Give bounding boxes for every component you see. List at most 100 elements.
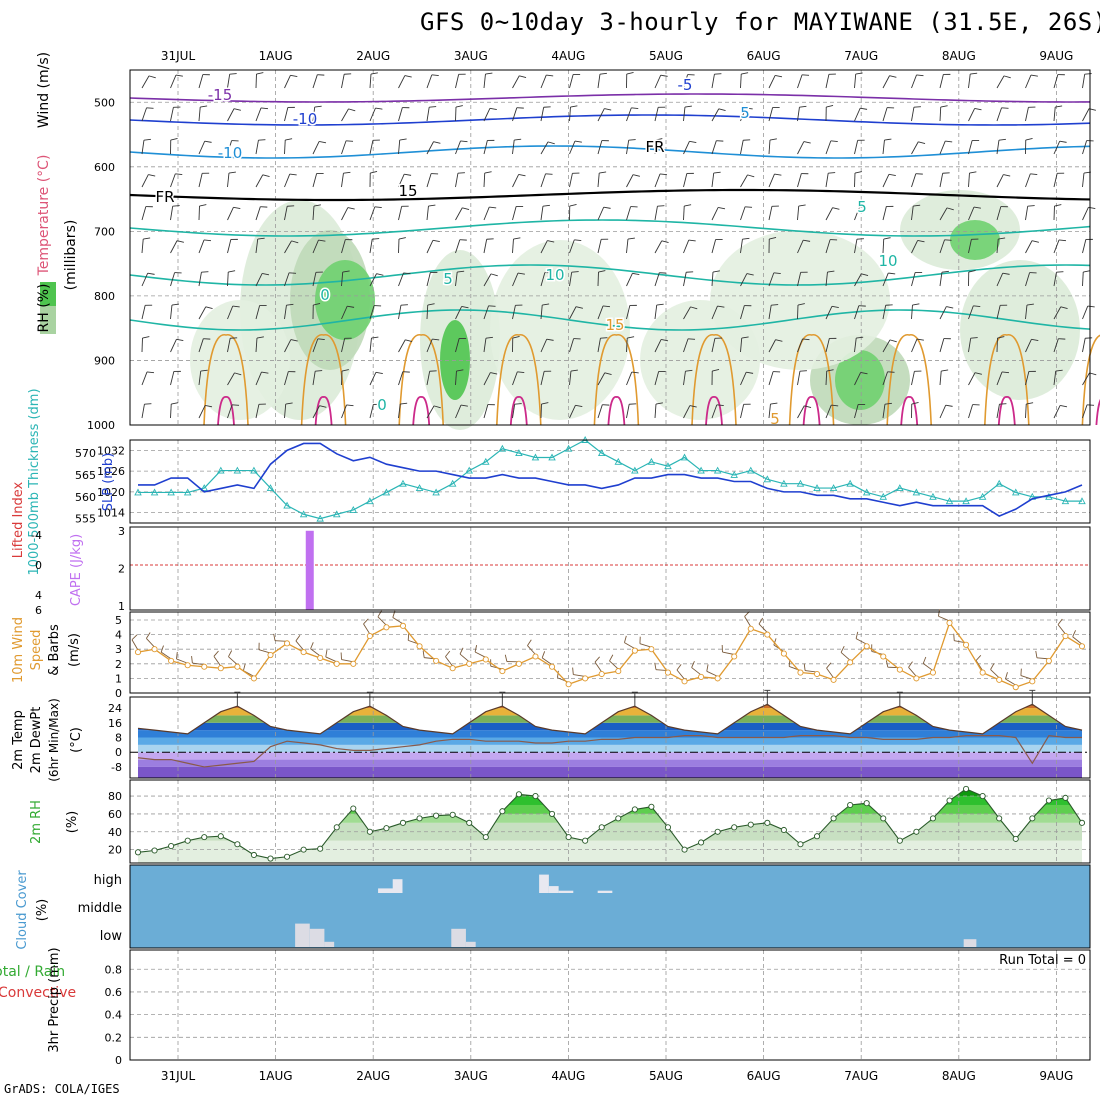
rh-line-point [565, 834, 572, 841]
wind-barb [427, 303, 435, 306]
cape-bar [305, 530, 314, 610]
wind-barb [141, 75, 150, 89]
wind-barb [799, 370, 807, 372]
slp-tick-label: 1026 [97, 465, 125, 478]
isotherm-warm [984, 334, 1030, 426]
wind-barb [661, 240, 669, 243]
wind-barb [996, 107, 1002, 122]
cloud-high-bar [378, 888, 403, 893]
wind-barb [1053, 371, 1057, 386]
wind-barb [922, 663, 934, 671]
wind-barb [429, 106, 437, 108]
wind-barb [198, 173, 203, 188]
wind-speed-line-point [499, 668, 506, 675]
isotherm [129, 219, 1091, 237]
wind-barb [741, 336, 749, 339]
thickness-line-point [515, 449, 523, 457]
wind-barb [445, 656, 454, 667]
wind-barb [604, 372, 612, 375]
wind-barb [398, 305, 402, 320]
wind-barb [575, 306, 583, 309]
wind-barb [661, 338, 669, 342]
wind-barb [284, 75, 291, 89]
wind-barb [939, 239, 945, 254]
wind-barb [968, 108, 976, 122]
wind-barb [227, 404, 233, 419]
rh-tick-label: 40 [108, 826, 122, 839]
wind-barb [740, 372, 747, 386]
wind-barb [574, 140, 582, 143]
wind-speed-line-point [648, 646, 655, 653]
wind-barb [688, 239, 696, 242]
precip-tick-label: 0.2 [105, 1031, 123, 1044]
wind-barb [1060, 306, 1068, 309]
temp-frame [129, 696, 1091, 779]
isotherm [129, 309, 1091, 331]
wind-barb [256, 336, 264, 339]
wind-barb [840, 652, 851, 661]
wind-barb [474, 645, 478, 653]
wind-barb [968, 338, 972, 353]
wind-barb [683, 141, 690, 155]
wind-barb [775, 339, 783, 342]
wind-barb [569, 140, 576, 155]
rh-line-point [250, 851, 257, 859]
wind-barb [945, 404, 953, 407]
wind-barb [512, 140, 515, 155]
thickness-line-point [283, 501, 291, 509]
wind-barb [455, 338, 460, 353]
wind-barb [462, 207, 470, 210]
wind-barb [827, 270, 835, 273]
wind-barb [911, 338, 918, 353]
wind-barb [825, 140, 832, 155]
wind-barb [176, 658, 188, 664]
wind-barb [198, 338, 204, 353]
wind-barb [797, 240, 804, 254]
wind-barb [939, 405, 947, 419]
wind-barb [711, 140, 717, 155]
rh-line-point [896, 837, 903, 844]
wind-speed-line-point [698, 673, 705, 680]
rh-line-point [267, 855, 274, 862]
wind-barb [683, 371, 686, 386]
wind-barb [826, 667, 834, 679]
cloud-level-label: high [94, 873, 122, 888]
wind-barb [398, 107, 403, 122]
wind-barb [683, 405, 691, 419]
rh-band [138, 840, 1082, 863]
temp-band [138, 759, 1082, 767]
wind-barb [319, 405, 327, 408]
contour-label: -15 [208, 86, 233, 104]
wind-barb [369, 305, 375, 320]
wind-barb [258, 139, 266, 141]
wind-barb [771, 304, 779, 306]
cloud-high-bar [558, 890, 574, 893]
wind-barb [146, 638, 155, 648]
wind-barb [683, 306, 691, 320]
wind-barb [597, 173, 600, 188]
wind-barb [1053, 239, 1060, 254]
wind-barb [797, 303, 805, 306]
wind-barb [488, 305, 496, 307]
wind-barb [285, 402, 293, 405]
cloud-low-bar [963, 939, 977, 947]
wind-speed-line-point [1078, 643, 1086, 650]
wind-barb [255, 273, 263, 287]
rh-shade [835, 350, 885, 410]
date-label-top: 6AUG [747, 49, 781, 63]
wind-barb [797, 74, 803, 89]
thickness-tick-label: 560 [75, 491, 96, 504]
wind-barb [968, 404, 974, 419]
wind-barb [659, 173, 668, 176]
wind-barb [170, 371, 175, 386]
wind-barb [433, 141, 441, 144]
wind-tick-label: 0 [115, 687, 122, 700]
date-label-top: 2AUG [356, 49, 390, 63]
wind-barb [1087, 404, 1095, 406]
rh-line-point [979, 793, 986, 800]
wind-barb [854, 206, 860, 221]
wind-barb [968, 74, 971, 89]
wind-barb [459, 647, 464, 655]
wind-speed-line-point [416, 643, 423, 650]
wind-barb [141, 174, 149, 188]
